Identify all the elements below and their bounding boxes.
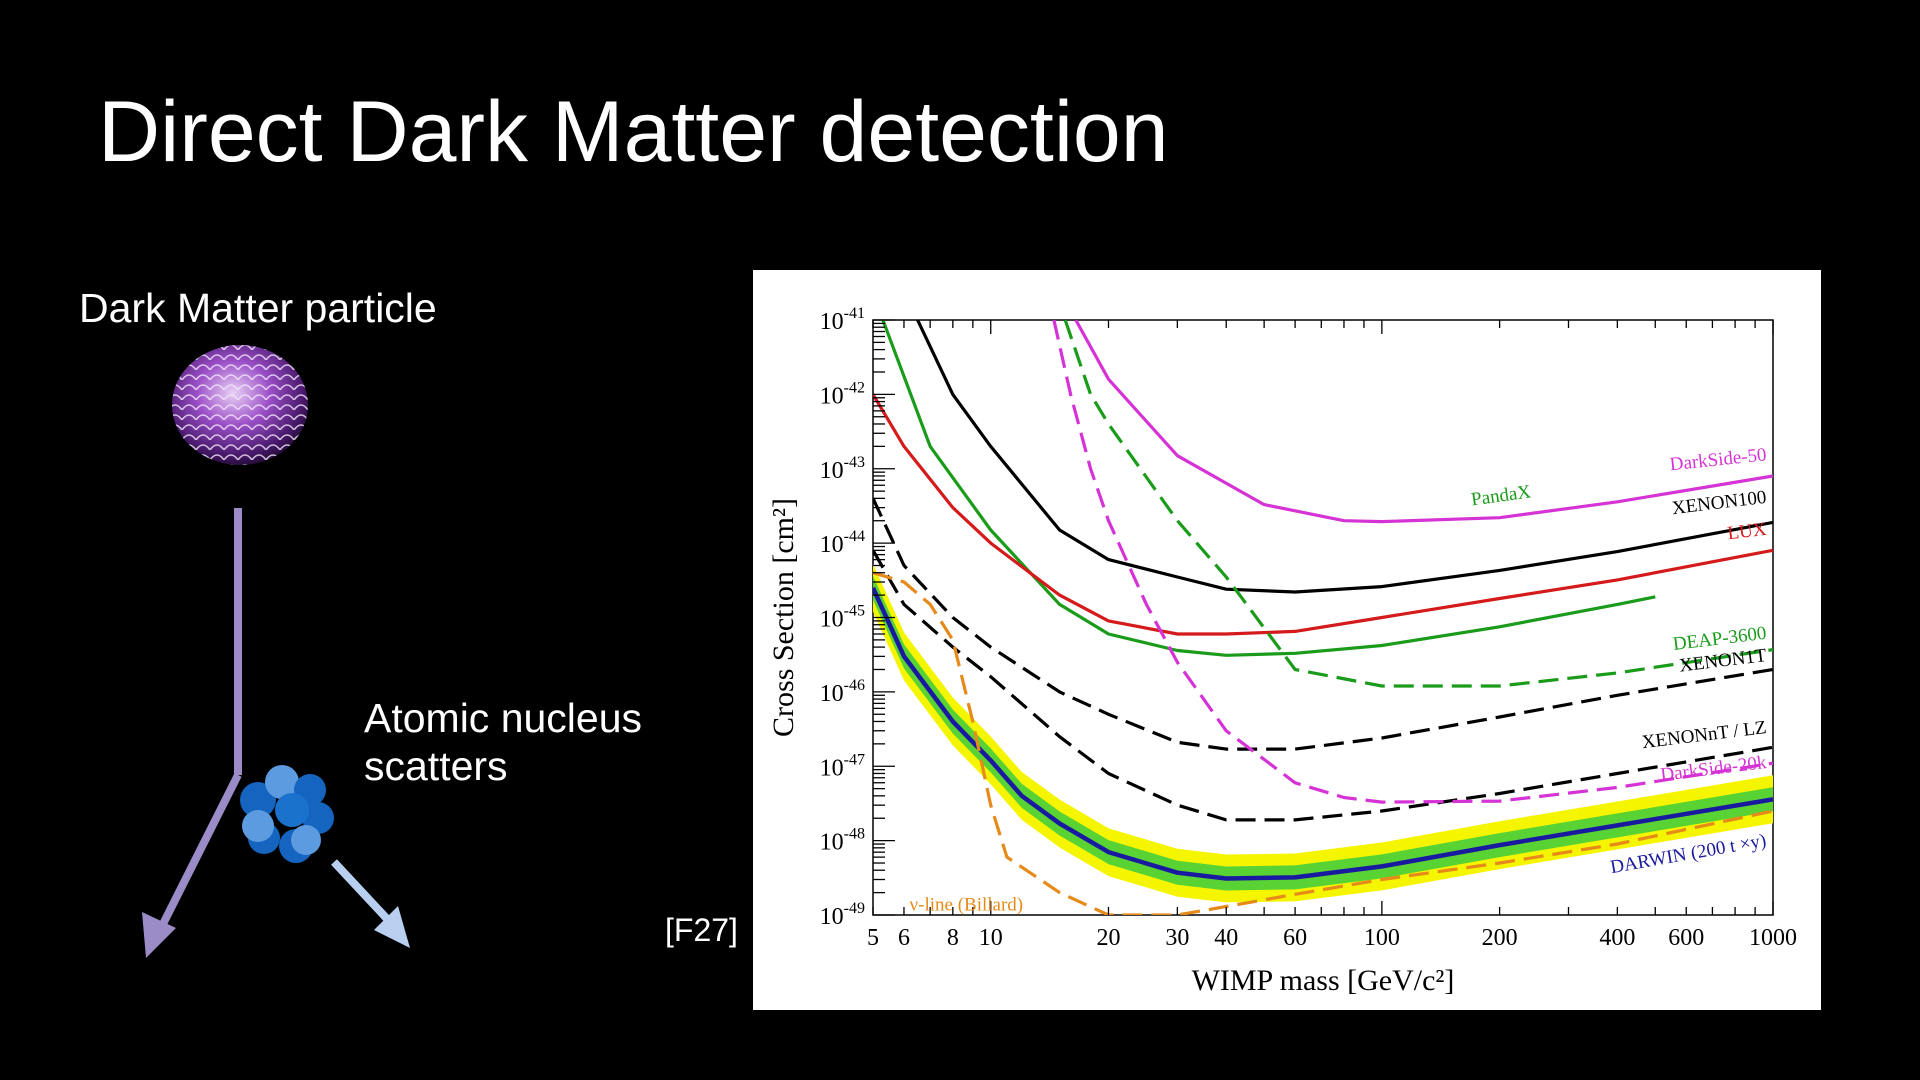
x-tick-label: 1000 — [1749, 925, 1797, 951]
y-axis-label: Cross Section [cm²] — [767, 498, 800, 737]
y-tick-label: 10-46 — [820, 677, 865, 707]
x-tick-label: 5 — [867, 925, 879, 951]
nucleus-label: Atomic nucleus scatters — [364, 694, 642, 790]
y-tick-label: 10-41 — [820, 305, 865, 335]
x-tick-label: 40 — [1214, 925, 1238, 951]
y-tick-label: 10-49 — [820, 900, 865, 930]
x-tick-label: 60 — [1283, 925, 1307, 951]
x-tick-label: 400 — [1599, 925, 1635, 951]
series-darkside-20k — [1052, 320, 1773, 804]
incoming-track — [142, 508, 242, 958]
chart-panel: 5 6 8 10 20 30 40 60 100 200 400 600 1000 10-49 10-48 1… — [753, 270, 1821, 1010]
x-tick-label: 30 — [1165, 925, 1189, 951]
y-tick-label: 10-45 — [820, 603, 865, 633]
y-tick-label: 10-43 — [820, 454, 865, 484]
dark-matter-particle — [172, 345, 308, 465]
nucleus-label-line1: Atomic nucleus — [364, 695, 643, 741]
x-tick-label: 10 — [979, 925, 1003, 951]
series-xenon1t — [873, 497, 1773, 751]
series-xenonnt-lz — [873, 549, 1773, 822]
series-line-billard — [873, 571, 1773, 915]
x-axis-label: WIMP mass [GeV/c²] — [1192, 964, 1455, 997]
series-label-lux: LUX — [1726, 519, 1768, 545]
series-xenon100 — [916, 320, 1773, 594]
figure-reference: [F27] — [665, 912, 738, 948]
series-lux — [873, 393, 1773, 636]
nucleus-label-line2: scatters — [364, 743, 508, 789]
exclusion-limit-chart: 5 6 8 10 20 30 40 60 100 200 400 600 1000 10-49 10-48 1… — [767, 305, 1797, 997]
series-darkside-50 — [1074, 320, 1773, 524]
darwin-band-2sigma — [873, 563, 1773, 903]
series-label-line-billard: ν-line (Billard) — [910, 894, 1024, 915]
nucleus-recoil-arrow — [331, 859, 410, 948]
y-tick-label: 10-48 — [820, 826, 865, 856]
x-tick-label: 100 — [1364, 925, 1400, 951]
dark-matter-label: Dark Matter particle — [79, 285, 437, 331]
y-tick-label: 10-47 — [820, 751, 865, 781]
atomic-nucleus — [240, 765, 334, 863]
x-tick-label: 600 — [1668, 925, 1704, 951]
x-tick-label: 200 — [1482, 925, 1518, 951]
series-darwin-200-t-y — [873, 586, 1773, 881]
x-tick-label: 6 — [898, 925, 910, 951]
x-tick-label: 8 — [947, 925, 959, 951]
slide-title: Direct Dark Matter detection — [98, 84, 1169, 180]
series-deap-3600 — [1063, 320, 1773, 688]
x-tick-label: 20 — [1096, 925, 1120, 951]
scattering-diagram — [142, 345, 410, 958]
y-tick-label: 10-42 — [820, 379, 865, 409]
y-tick-label: 10-44 — [820, 528, 865, 558]
series-pandax — [881, 320, 1656, 657]
